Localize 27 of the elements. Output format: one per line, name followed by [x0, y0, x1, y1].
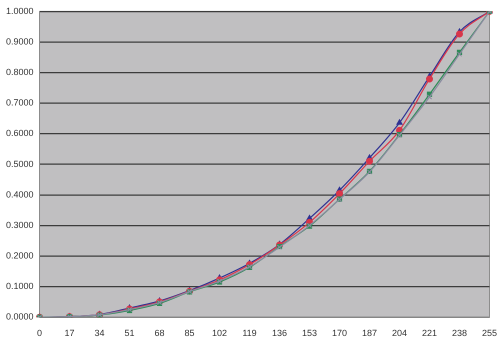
x-tick-label: 119: [242, 328, 257, 338]
x-tick-label: 136: [272, 328, 288, 338]
y-tick-label: 0.8000: [6, 67, 34, 78]
y-tick-label: 0.6000: [6, 128, 34, 138]
x-tick-label: 17: [64, 328, 75, 338]
x-tick-label: 51: [124, 328, 135, 338]
y-tick-label: 0.0000: [6, 312, 34, 322]
x-tick-label: 102: [212, 328, 228, 338]
y-tick-label: 0.7000: [6, 98, 34, 108]
x-tick-label: 153: [302, 328, 318, 338]
x-tick-label: 187: [362, 328, 378, 338]
x-tick-label: 85: [184, 328, 195, 338]
x-tick-label: 238: [452, 328, 468, 338]
y-tick-label: 0.1000: [6, 281, 34, 292]
x-tick-label: 68: [154, 328, 165, 338]
x-tick-label: 204: [392, 328, 408, 338]
y-tick-label: 0.3000: [6, 220, 34, 230]
x-tick-label: 34: [94, 328, 105, 338]
x-tick-label: 255: [482, 328, 498, 338]
y-tick-label: 1.0000: [6, 6, 34, 16]
x-tick-label: 221: [422, 328, 438, 338]
y-tick-label: 0.9000: [6, 36, 34, 46]
y-tick-label: 0.2000: [6, 250, 34, 261]
x-tick-label: 0: [37, 328, 42, 338]
y-tick-label: 0.4000: [6, 189, 34, 200]
y-tick-label: 0.5000: [6, 158, 34, 169]
x-tick-label: 170: [332, 328, 348, 338]
